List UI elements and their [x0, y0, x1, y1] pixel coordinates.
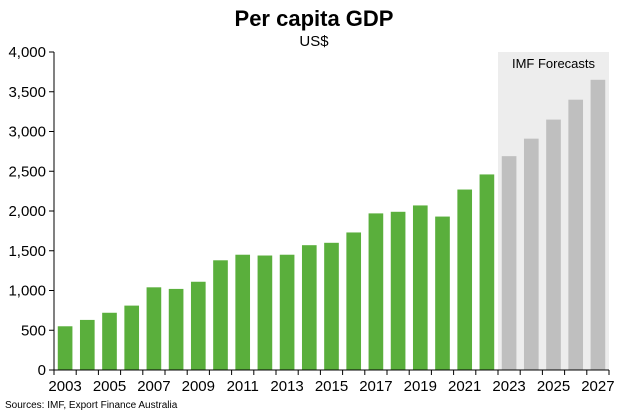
source-note: Sources: IMF, Export Finance Australia — [5, 400, 178, 411]
bar-2019 — [412, 205, 428, 370]
bars-group — [57, 79, 606, 370]
x-tick-label: 2025 — [537, 378, 570, 395]
y-tick-label: 0 — [38, 362, 46, 379]
forecast-bar-2027 — [590, 79, 606, 370]
x-tick-label: 2003 — [48, 378, 81, 395]
forecast-bar-2025 — [546, 119, 561, 370]
y-tick-label: 4,000 — [8, 44, 46, 61]
bar-2014 — [301, 245, 317, 370]
bar-2016 — [346, 232, 362, 370]
chart-subtitle: US$ — [299, 33, 329, 50]
bar-2004 — [79, 319, 95, 370]
bar-2022 — [479, 174, 495, 370]
y-ticks: 0 500 1,000 1,500 2,000 2,500 3,000 3,500 4,000 — [8, 44, 54, 379]
x-tick-label: 2013 — [270, 378, 303, 395]
bar-2008 — [168, 288, 184, 370]
chart-title: Per capita GDP — [235, 6, 394, 31]
bar-2020 — [435, 216, 450, 370]
x-tick-label: 2011 — [227, 378, 259, 395]
bar-2006 — [124, 305, 140, 370]
x-ticks: 2003 2005 2007 2009 2011 2013 2015 2017 2019 2021… — [48, 370, 615, 395]
x-tick-label: 2007 — [137, 378, 170, 395]
bar-2010 — [213, 260, 228, 370]
bar-2012 — [257, 255, 273, 370]
y-tick-label: 2,000 — [8, 203, 46, 220]
bar-2007 — [146, 287, 162, 370]
bar-2005 — [102, 312, 117, 370]
bar-2021 — [457, 189, 473, 370]
bar-2013 — [279, 254, 295, 370]
forecast-bar-2026 — [568, 99, 584, 370]
bar-2017 — [368, 213, 384, 370]
x-tick-label: 2023 — [492, 378, 525, 395]
x-tick-label: 2027 — [581, 378, 614, 395]
forecast-bar-2023 — [501, 156, 517, 370]
y-tick-label: 3,000 — [8, 124, 46, 141]
forecast-label: IMF Forecasts — [512, 56, 596, 71]
y-tick-label: 500 — [21, 322, 46, 339]
y-tick-label: 2,500 — [8, 163, 46, 180]
y-tick-label: 3,500 — [8, 84, 46, 101]
x-tick-label: 2015 — [315, 378, 348, 395]
x-tick-label: 2005 — [93, 378, 126, 395]
bar-2009 — [190, 281, 206, 370]
bar-2003 — [57, 326, 73, 370]
forecast-bar-2024 — [523, 138, 539, 370]
x-tick-label: 2021 — [448, 378, 481, 395]
x-tick-label: 2017 — [359, 378, 392, 395]
x-tick-label: 2019 — [404, 378, 437, 395]
bar-2018 — [390, 211, 406, 370]
bar-2011 — [235, 254, 251, 370]
bar-2015 — [324, 242, 339, 370]
y-tick-label: 1,000 — [8, 283, 46, 300]
y-tick-label: 1,500 — [8, 243, 46, 260]
x-tick-label: 2009 — [182, 378, 215, 395]
